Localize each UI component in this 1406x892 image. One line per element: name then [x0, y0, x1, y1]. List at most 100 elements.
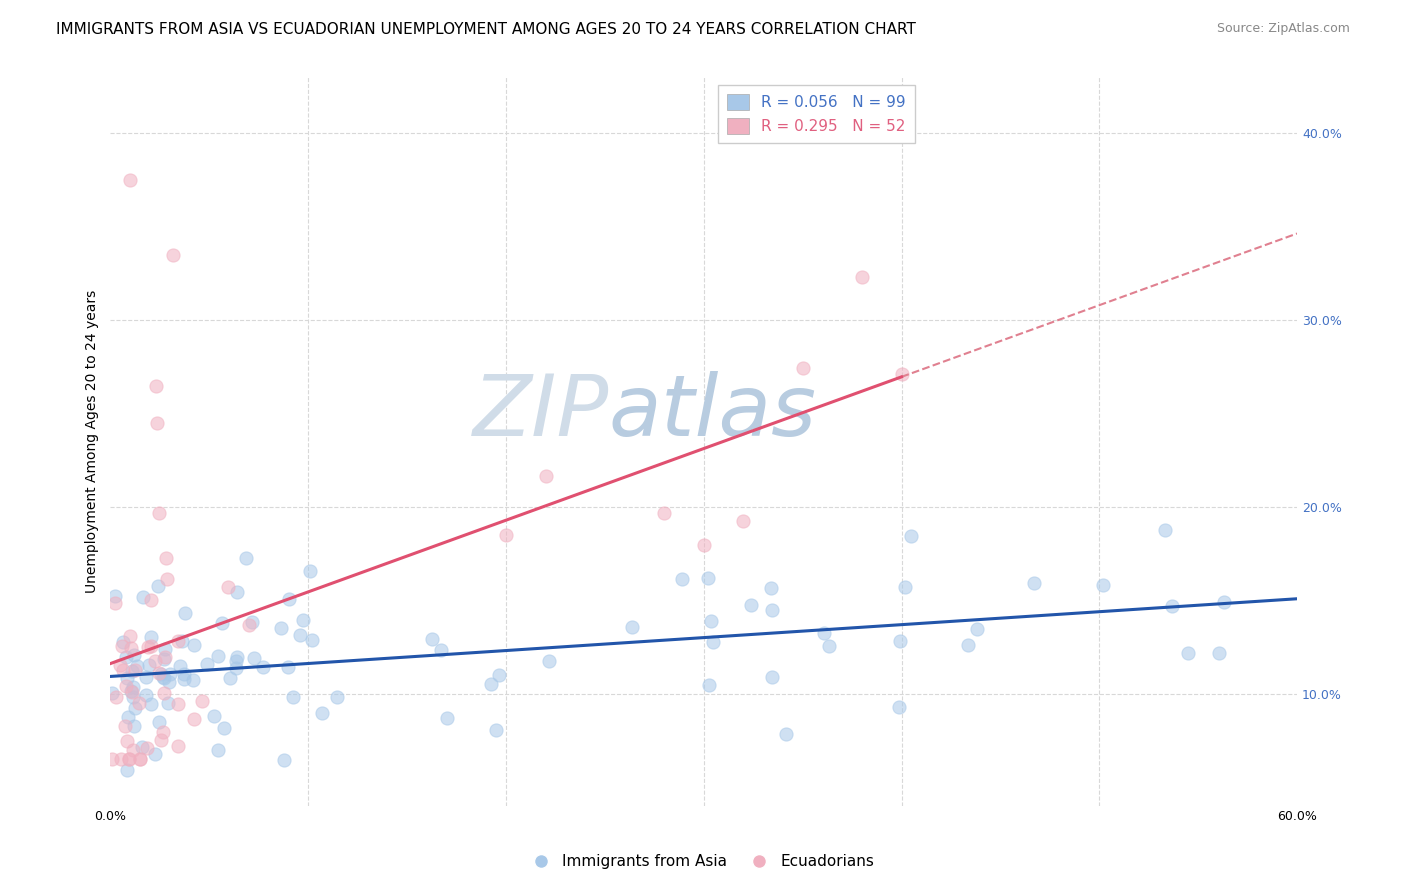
- Point: [124, 663, 146, 677]
- Point: [693, 538, 716, 552]
- Point: [159, 666, 181, 681]
- Point: [298, 564, 321, 578]
- Legend: Immigrants from Asia, Ecuadorians: Immigrants from Asia, Ecuadorians: [526, 848, 880, 875]
- Point: [156, 696, 179, 710]
- Point: [172, 634, 194, 648]
- Point: [225, 660, 247, 674]
- Point: [135, 670, 157, 684]
- Point: [153, 650, 176, 665]
- Point: [202, 709, 225, 723]
- Point: [145, 378, 167, 392]
- Point: [153, 652, 176, 666]
- Text: ZIP: ZIP: [472, 371, 609, 454]
- Point: [162, 248, 184, 262]
- Point: [761, 670, 783, 684]
- Point: [191, 694, 214, 708]
- Point: [138, 658, 160, 673]
- Point: [1092, 577, 1115, 591]
- Point: [740, 599, 762, 613]
- Point: [652, 506, 675, 520]
- Point: [671, 572, 693, 586]
- Point: [101, 752, 124, 766]
- Point: [132, 591, 155, 605]
- Point: [242, 651, 264, 665]
- Point: [115, 764, 138, 778]
- Point: [135, 741, 157, 756]
- Point: [207, 648, 229, 663]
- Point: [120, 173, 142, 187]
- Point: [183, 712, 205, 726]
- Point: [278, 592, 301, 607]
- Point: [111, 635, 134, 649]
- Point: [148, 506, 170, 520]
- Point: [900, 529, 922, 543]
- Point: [124, 719, 146, 733]
- Point: [104, 589, 127, 603]
- Point: [155, 551, 177, 566]
- Point: [207, 743, 229, 757]
- Text: Source: ZipAtlas.com: Source: ZipAtlas.com: [1216, 22, 1350, 36]
- Point: [166, 634, 188, 648]
- Point: [124, 648, 146, 662]
- Point: [124, 700, 146, 714]
- Point: [775, 727, 797, 741]
- Point: [149, 733, 172, 747]
- Point: [110, 752, 132, 766]
- Point: [488, 668, 510, 682]
- Point: [702, 635, 724, 649]
- Point: [534, 468, 557, 483]
- Point: [479, 677, 502, 691]
- Point: [120, 640, 142, 655]
- Point: [225, 585, 247, 599]
- Y-axis label: Unemployment Among Ages 20 to 24 years: Unemployment Among Ages 20 to 24 years: [86, 290, 100, 593]
- Point: [139, 593, 162, 607]
- Point: [117, 671, 139, 685]
- Point: [101, 685, 124, 699]
- Point: [111, 663, 134, 677]
- Point: [238, 618, 260, 632]
- Text: IMMIGRANTS FROM ASIA VS ECUADORIAN UNEMPLOYMENT AMONG AGES 20 TO 24 YEARS CORREL: IMMIGRANTS FROM ASIA VS ECUADORIAN UNEMP…: [56, 22, 917, 37]
- Point: [291, 613, 314, 627]
- Point: [145, 747, 167, 761]
- Point: [813, 626, 835, 640]
- Point: [152, 725, 174, 739]
- Point: [114, 649, 136, 664]
- Point: [956, 639, 979, 653]
- Point: [225, 654, 247, 668]
- Point: [111, 639, 134, 653]
- Point: [761, 603, 783, 617]
- Point: [139, 698, 162, 712]
- Point: [311, 706, 333, 721]
- Point: [733, 514, 755, 528]
- Point: [143, 654, 166, 668]
- Point: [128, 752, 150, 766]
- Point: [1208, 646, 1230, 660]
- Point: [620, 619, 643, 633]
- Point: [183, 638, 205, 652]
- Point: [1177, 646, 1199, 660]
- Point: [136, 640, 159, 655]
- Point: [128, 696, 150, 710]
- Point: [148, 715, 170, 730]
- Point: [1022, 575, 1045, 590]
- Point: [169, 659, 191, 673]
- Point: [817, 640, 839, 654]
- Point: [288, 628, 311, 642]
- Point: [104, 596, 127, 610]
- Point: [485, 723, 508, 737]
- Point: [157, 674, 180, 689]
- Point: [139, 639, 162, 653]
- Point: [118, 752, 141, 766]
- Point: [122, 742, 145, 756]
- Point: [1213, 595, 1236, 609]
- Point: [217, 580, 239, 594]
- Point: [301, 632, 323, 647]
- Point: [129, 752, 152, 766]
- Point: [152, 670, 174, 684]
- Point: [966, 622, 988, 636]
- Point: [120, 683, 142, 698]
- Point: [436, 711, 458, 725]
- Point: [219, 671, 242, 685]
- Point: [273, 754, 295, 768]
- Point: [153, 642, 176, 657]
